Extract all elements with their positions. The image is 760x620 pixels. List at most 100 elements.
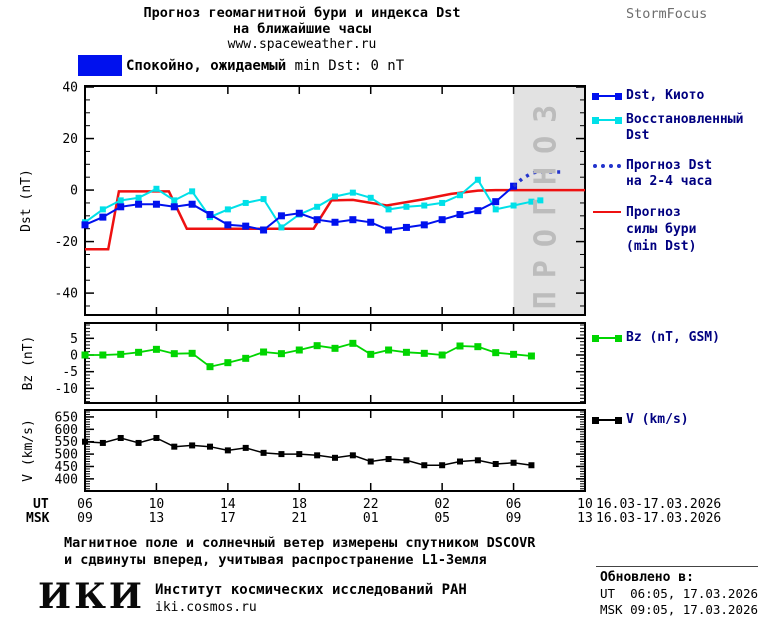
x-axis-ut-row: UT 16.03-17.03.2026 06 10 14 18 22 02 06 10 (0, 497, 760, 512)
msk-tick-1: 13 (148, 511, 165, 526)
v-swatch (592, 416, 622, 424)
storm-forecast-swatch (593, 211, 621, 213)
updated-label: Обновлено в: (600, 570, 694, 585)
bz-y-axis-title: Bz (nT) (21, 336, 36, 391)
v-series (82, 434, 535, 469)
msk-date-range: 16.03-17.03.2026 (596, 511, 722, 526)
dst-ytick-label: -20 (55, 235, 78, 250)
x-axis-msk-row: MSK 16.03-17.03.2026 09 13 17 21 01 05 09 13 (0, 511, 760, 526)
msk-tick-7: 13 (577, 511, 593, 526)
institute-website: iki.cosmos.ru (155, 600, 257, 615)
square-marker-icon (615, 416, 622, 424)
dst-y-axis-title: Dst (nT) (19, 169, 34, 232)
square-marker-icon (592, 334, 599, 342)
page-title-line2: на ближайшие часы (232, 21, 372, 37)
updated-divider (596, 566, 758, 567)
v-ytick-label: 650 (55, 410, 78, 425)
msk-row-label: MSK (26, 511, 50, 526)
legend-label: Восстановленный (626, 112, 744, 127)
msk-tick-0: 09 (77, 511, 93, 526)
storm-forecast-series (85, 188, 585, 251)
dst-forecast-swatch (593, 164, 621, 168)
ut-tick-5: 02 (434, 497, 450, 512)
msk-tick-6: 09 (505, 511, 522, 526)
bz-frame (84, 322, 586, 404)
storm-level-color-box (78, 55, 122, 76)
square-marker-icon (592, 416, 599, 424)
updated-ut: UT 06:05, 17.03.2026 (600, 586, 759, 601)
legend-label: на 2-4 часа (626, 174, 713, 189)
site-link: www.spaceweather.ru (227, 37, 377, 52)
restored-dst-swatch (592, 116, 622, 124)
ut-tick-3: 18 (291, 497, 308, 512)
square-marker-icon (615, 116, 622, 124)
legend-label: Dst, Киото (626, 88, 705, 103)
bz-series (81, 339, 535, 371)
legend-item-restored-dst: Восстановленный Dst (592, 112, 744, 144)
v-ytick-label: 400 (55, 472, 78, 487)
legend-item-bz: Bz (nT, GSM) (592, 330, 720, 346)
v-ytick-label: 500 (55, 448, 78, 463)
square-marker-icon (615, 92, 622, 100)
header: Прогноз геомагнитной бури и индекса Dst … (0, 5, 604, 53)
storm-status-text: Спокойно, ожидаемый min Dst: 0 nT (126, 58, 404, 74)
dst-ytick-label: 0 (70, 184, 78, 199)
dst-frame (84, 85, 586, 316)
msk-tick-4: 01 (362, 511, 379, 526)
v-y-axis-title: V (km/s) (21, 419, 36, 482)
institute-name: Институт космических исследований РАН (155, 582, 467, 598)
legend-label: V (km/s) (626, 412, 689, 427)
brand-label: StormFocus (626, 6, 708, 22)
bz-ytick-label: -10 (55, 382, 78, 397)
iki-logo: ИКИ (38, 576, 145, 617)
storm-status-ru: Спокойно, ожидаемый (126, 58, 287, 74)
ut-tick-1: 10 (148, 497, 165, 512)
ut-tick-6: 06 (505, 497, 522, 512)
bz-ytick-label: 5 (70, 332, 78, 347)
updated-msk: MSK 09:05, 17.03.2026 (600, 602, 759, 617)
v-ytick-label: 600 (55, 423, 78, 438)
charts-canvas: -40 -20 0 20 40 Dst (nT) ПРОГНОЗ -10 -5 0 5 Bz (nT)… (19, 81, 586, 492)
ut-tick-7: 10 (577, 497, 593, 512)
v-ytick-label: 550 (55, 435, 78, 450)
legend-label: (min Dst) (626, 239, 697, 254)
page-title-line1: Прогноз геомагнитной бури и индекса Dst (143, 5, 461, 21)
panel-dst: -40 -20 0 20 40 Dst (nT) ПРОГНОЗ (19, 81, 586, 316)
bz-ytick-label: -5 (62, 365, 78, 380)
dst-ytick-label: 20 (62, 132, 78, 147)
panel-bz: -10 -50 5 Bz (nT) (21, 322, 586, 404)
footnote-line1: Магнитное поле и солнечный ветер измерен… (64, 535, 536, 551)
legend-item-dst-forecast: Прогноз Dst на 2-4 часа (593, 158, 712, 190)
legend-item-v: V (km/s) (592, 412, 689, 428)
square-marker-icon (592, 92, 599, 100)
legend-label: Прогноз (626, 205, 681, 220)
dst-kyoto-swatch (592, 92, 622, 100)
legend-item-storm-forecast: Прогноз силы бури (min Dst) (593, 204, 696, 255)
bz-swatch (592, 334, 622, 342)
msk-tick-5: 05 (434, 511, 450, 526)
square-marker-icon (615, 334, 622, 342)
forecast-region (513, 87, 584, 314)
legend-label: Bz (nT, GSM) (626, 330, 720, 345)
dst-ytick-label: -40 (55, 287, 78, 302)
legend-label: Прогноз Dst (626, 158, 713, 173)
msk-tick-2: 17 (220, 511, 236, 526)
ut-row-label: UT (33, 497, 49, 512)
square-marker-icon (592, 116, 599, 124)
legend-label: Dst (626, 128, 650, 143)
dst-kyoto-series (81, 182, 518, 234)
ut-tick-4: 22 (362, 497, 379, 512)
forecast-zone-label: ПРОГНОЗ (528, 92, 563, 309)
legend-label: силы бури (626, 222, 697, 237)
ut-date-range: 16.03-17.03.2026 (596, 497, 722, 512)
storm-status-en: min Dst: 0 nT (286, 58, 405, 74)
footnote-line2: и сдвинуты вперед, учитывая распростране… (64, 552, 487, 568)
legend-item-dst-kyoto: Dst, Киото (592, 88, 705, 104)
ut-tick-2: 14 (220, 497, 236, 512)
msk-tick-3: 21 (291, 511, 308, 526)
v-ytick-label: 450 (55, 460, 78, 475)
dst-ytick-label: 40 (62, 81, 78, 96)
ut-tick-0: 06 (77, 497, 93, 512)
